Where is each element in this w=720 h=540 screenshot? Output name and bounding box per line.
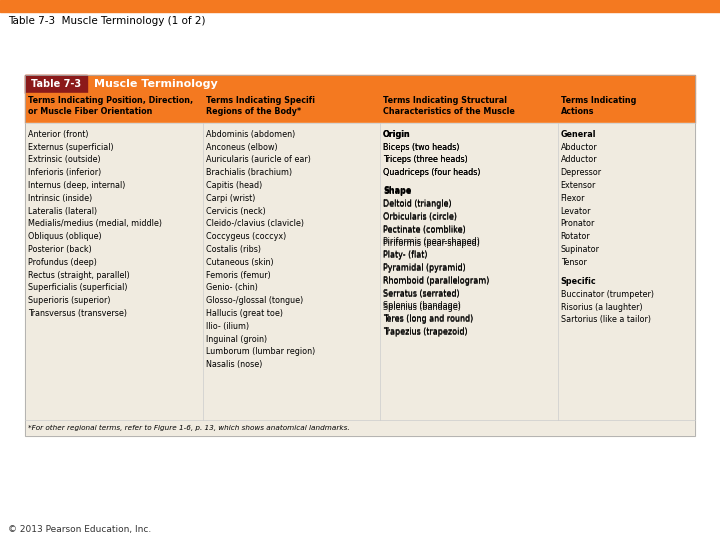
Text: Carpi (wrist): Carpi (wrist) bbox=[205, 194, 255, 203]
Text: Specific: Specific bbox=[561, 277, 596, 286]
Text: Splenius (bandage): Splenius (bandage) bbox=[383, 302, 461, 312]
Text: Internus (deep, internal): Internus (deep, internal) bbox=[28, 181, 125, 190]
Text: Superficialis (superficial): Superficialis (superficial) bbox=[28, 284, 127, 293]
Text: Buccinator (trumpeter): Buccinator (trumpeter) bbox=[561, 290, 654, 299]
Text: Adductor: Adductor bbox=[561, 156, 598, 164]
Text: Terms Indicating Position, Direction,
or Muscle Fiber Orientation: Terms Indicating Position, Direction, or… bbox=[28, 96, 193, 116]
Text: Extensor: Extensor bbox=[561, 181, 596, 190]
Text: Hallucis (great toe): Hallucis (great toe) bbox=[205, 309, 282, 318]
Text: Terms Indicating
Actions: Terms Indicating Actions bbox=[561, 96, 636, 116]
Text: Profundus (deep): Profundus (deep) bbox=[28, 258, 97, 267]
Text: Abductor: Abductor bbox=[561, 143, 598, 152]
Text: Rhomboid (parallelogram): Rhomboid (parallelogram) bbox=[383, 276, 490, 285]
Text: Pectinate (comblike): Pectinate (comblike) bbox=[383, 226, 466, 235]
Text: Superioris (superior): Superioris (superior) bbox=[28, 296, 110, 305]
Bar bbox=[25, 75, 695, 93]
Text: Serratus (serrated): Serratus (serrated) bbox=[383, 290, 460, 299]
Text: Terms Indicating Specifi
Regions of the Body*: Terms Indicating Specifi Regions of the … bbox=[205, 96, 315, 116]
Text: Anterior (front): Anterior (front) bbox=[28, 130, 89, 139]
Text: Serratus (serrated): Serratus (serrated) bbox=[383, 288, 460, 298]
Text: Platy- (flat): Platy- (flat) bbox=[383, 252, 428, 260]
Bar bbox=[0, 0, 720, 12]
Bar bbox=[25, 420, 695, 436]
Text: Biceps (two heads): Biceps (two heads) bbox=[383, 143, 459, 152]
Text: Extrinsic (outside): Extrinsic (outside) bbox=[28, 156, 101, 164]
Text: Orbicularis (circle): Orbicularis (circle) bbox=[383, 212, 457, 221]
Text: Quadriceps (four heads): Quadriceps (four heads) bbox=[383, 168, 481, 177]
Text: Medialis/medius (medial, middle): Medialis/medius (medial, middle) bbox=[28, 219, 162, 228]
Text: Terms Indicating Structural
Characteristics of the Muscle: Terms Indicating Structural Characterist… bbox=[383, 96, 515, 116]
Text: Origin: Origin bbox=[383, 130, 411, 139]
Text: Inferioris (inferior): Inferioris (inferior) bbox=[28, 168, 102, 177]
Text: Glosso-/glossal (tongue): Glosso-/glossal (tongue) bbox=[205, 296, 303, 305]
Text: Deltoid (triangle): Deltoid (triangle) bbox=[383, 199, 451, 208]
Text: Depressor: Depressor bbox=[561, 168, 602, 177]
Text: Transversus (transverse): Transversus (transverse) bbox=[28, 309, 127, 318]
Text: Capitis (head): Capitis (head) bbox=[205, 181, 262, 190]
Text: Femoris (femur): Femoris (femur) bbox=[205, 271, 270, 280]
Text: Lumborum (lumbar region): Lumborum (lumbar region) bbox=[205, 347, 315, 356]
Text: Trapezius (trapezoid): Trapezius (trapezoid) bbox=[383, 327, 468, 336]
Text: Ilio- (ilium): Ilio- (ilium) bbox=[205, 322, 248, 331]
Text: Muscle Terminology: Muscle Terminology bbox=[94, 79, 217, 89]
Text: Splenius (bandage): Splenius (bandage) bbox=[383, 301, 461, 310]
Text: Abdominis (abdomen): Abdominis (abdomen) bbox=[205, 130, 294, 139]
Text: Shape: Shape bbox=[383, 186, 411, 195]
Text: Pronator: Pronator bbox=[561, 219, 595, 228]
Text: Pyramidal (pyramid): Pyramidal (pyramid) bbox=[383, 264, 466, 273]
Text: Orbicularis (circle): Orbicularis (circle) bbox=[383, 213, 457, 222]
Text: Trapezius (trapezoid): Trapezius (trapezoid) bbox=[383, 328, 468, 337]
Text: Lateralis (lateral): Lateralis (lateral) bbox=[28, 207, 97, 215]
Text: Teres (long and round): Teres (long and round) bbox=[383, 314, 473, 323]
Text: Piriformis (pear-shaped): Piriformis (pear-shaped) bbox=[383, 238, 480, 246]
Text: Brachialis (brachium): Brachialis (brachium) bbox=[205, 168, 292, 177]
Text: Cutaneous (skin): Cutaneous (skin) bbox=[205, 258, 273, 267]
Text: Triceps (three heads): Triceps (three heads) bbox=[383, 156, 468, 164]
Text: Posterior (back): Posterior (back) bbox=[28, 245, 91, 254]
Text: Risorius (a laughter): Risorius (a laughter) bbox=[561, 302, 642, 312]
Text: Teres (long and round): Teres (long and round) bbox=[383, 315, 473, 325]
Text: Nasalis (nose): Nasalis (nose) bbox=[205, 360, 262, 369]
Text: Tensor: Tensor bbox=[561, 258, 587, 267]
Text: Platy- (flat): Platy- (flat) bbox=[383, 250, 428, 259]
Text: Auricularis (auricle of ear): Auricularis (auricle of ear) bbox=[205, 156, 310, 164]
Text: Genio- (chin): Genio- (chin) bbox=[205, 284, 258, 293]
Text: Sartorius (like a tailor): Sartorius (like a tailor) bbox=[561, 315, 651, 325]
Text: Pectinate (comblike): Pectinate (comblike) bbox=[383, 225, 466, 233]
Text: Supinator: Supinator bbox=[561, 245, 600, 254]
Text: Biceps (two heads): Biceps (two heads) bbox=[383, 143, 459, 152]
Text: Triceps (three heads): Triceps (three heads) bbox=[383, 156, 468, 164]
Text: Rectus (straight, parallel): Rectus (straight, parallel) bbox=[28, 271, 130, 280]
Text: Rhomboid (parallelogram): Rhomboid (parallelogram) bbox=[383, 277, 490, 286]
Bar bbox=[25, 75, 87, 93]
Text: Pyramidal (pyramid): Pyramidal (pyramid) bbox=[383, 263, 466, 272]
Text: Piriformis (pear-shaped): Piriformis (pear-shaped) bbox=[383, 239, 480, 248]
Bar bbox=[25, 123, 695, 420]
Text: Quadriceps (four heads): Quadriceps (four heads) bbox=[383, 168, 481, 177]
Text: Shape: Shape bbox=[383, 187, 411, 197]
Text: Origin: Origin bbox=[383, 130, 411, 139]
Text: Rotator: Rotator bbox=[561, 232, 590, 241]
Text: Intrinsic (inside): Intrinsic (inside) bbox=[28, 194, 92, 203]
Text: © 2013 Pearson Education, Inc.: © 2013 Pearson Education, Inc. bbox=[8, 525, 151, 534]
Text: Externus (superficial): Externus (superficial) bbox=[28, 143, 114, 152]
Text: General: General bbox=[561, 130, 596, 139]
Text: Anconeus (elbow): Anconeus (elbow) bbox=[205, 143, 277, 152]
Text: Levator: Levator bbox=[561, 207, 591, 215]
Text: Obliquus (oblique): Obliquus (oblique) bbox=[28, 232, 102, 241]
Bar bbox=[25, 75, 695, 436]
Text: *For other regional terms, refer to Figure 1-6, p. 13, which shows anatomical la: *For other regional terms, refer to Figu… bbox=[28, 425, 350, 431]
Text: Cervicis (neck): Cervicis (neck) bbox=[205, 207, 265, 215]
Bar bbox=[25, 93, 695, 123]
Text: Costalis (ribs): Costalis (ribs) bbox=[205, 245, 261, 254]
Text: Table 7-3: Table 7-3 bbox=[31, 79, 81, 89]
Text: Coccygeus (coccyx): Coccygeus (coccyx) bbox=[205, 232, 286, 241]
Text: Cleido-/clavius (clavicle): Cleido-/clavius (clavicle) bbox=[205, 219, 304, 228]
Text: Deltoid (triangle): Deltoid (triangle) bbox=[383, 200, 451, 209]
Text: Inguinal (groin): Inguinal (groin) bbox=[205, 335, 266, 343]
Text: Flexor: Flexor bbox=[561, 194, 585, 203]
Text: Table 7-3  Muscle Terminology (1 of 2): Table 7-3 Muscle Terminology (1 of 2) bbox=[8, 16, 205, 26]
